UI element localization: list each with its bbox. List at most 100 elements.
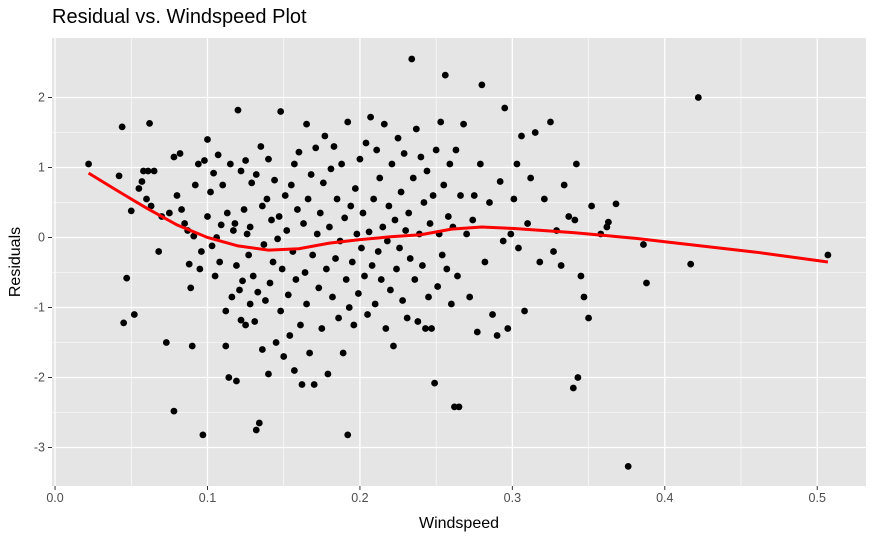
data-point	[358, 244, 365, 252]
y-tick-label: -2	[34, 371, 45, 385]
data-point	[405, 209, 413, 217]
data-point	[271, 176, 278, 184]
data-point	[236, 286, 243, 294]
data-point	[130, 311, 138, 318]
data-point	[319, 179, 327, 187]
data-point	[481, 258, 489, 266]
data-point	[258, 346, 266, 353]
data-point	[188, 342, 196, 350]
data-point	[297, 321, 304, 329]
data-point	[155, 248, 163, 255]
data-point	[258, 202, 266, 210]
data-point	[524, 220, 531, 227]
data-point	[380, 120, 388, 128]
data-point	[201, 157, 208, 164]
data-point	[351, 185, 359, 192]
data-point	[327, 165, 335, 173]
data-point	[501, 104, 509, 112]
data-point	[277, 307, 285, 315]
data-point	[604, 218, 612, 226]
data-point	[275, 213, 283, 220]
data-point	[640, 241, 647, 248]
data-point	[402, 227, 410, 234]
data-point	[457, 192, 464, 199]
data-point	[580, 293, 588, 301]
data-point	[361, 272, 368, 280]
data-point	[324, 370, 332, 378]
data-point	[572, 160, 580, 168]
data-point	[365, 228, 373, 236]
data-point	[170, 153, 178, 161]
data-point	[233, 262, 240, 269]
data-point	[210, 169, 217, 177]
plot-panel	[52, 38, 866, 486]
data-point	[455, 403, 463, 411]
data-point	[268, 216, 275, 224]
data-point	[560, 181, 568, 189]
data-point	[303, 300, 310, 308]
data-point	[123, 274, 131, 282]
data-point	[466, 293, 474, 301]
data-point	[434, 283, 442, 290]
data-point	[394, 134, 402, 142]
data-point	[344, 431, 352, 439]
data-point	[387, 286, 394, 294]
data-point	[390, 342, 397, 350]
data-point	[612, 200, 620, 208]
data-point	[414, 318, 422, 325]
data-point	[585, 314, 592, 322]
data-point	[347, 202, 355, 210]
data-point	[196, 265, 204, 273]
data-point	[332, 255, 339, 262]
data-point	[266, 279, 274, 287]
data-point	[574, 374, 582, 381]
data-point	[419, 262, 426, 269]
data-point	[339, 349, 347, 357]
data-point	[470, 192, 478, 199]
data-point	[374, 248, 382, 255]
data-point	[409, 174, 417, 182]
data-point	[382, 325, 390, 332]
data-point	[493, 332, 501, 339]
data-point	[367, 113, 374, 121]
data-point	[377, 276, 385, 283]
data-point	[204, 136, 211, 143]
data-point	[417, 153, 425, 161]
data-point	[280, 353, 288, 360]
data-point	[315, 284, 323, 292]
data-point	[521, 307, 528, 315]
data-point	[143, 195, 150, 203]
data-point	[265, 155, 272, 163]
data-point	[478, 81, 486, 89]
data-point	[85, 160, 92, 168]
x-tick-label: 0.5	[809, 491, 826, 505]
data-point	[190, 232, 198, 240]
data-point	[240, 206, 248, 213]
data-point	[335, 314, 342, 322]
data-point	[231, 220, 239, 227]
data-point	[204, 213, 211, 220]
data-point	[425, 293, 432, 301]
data-point	[379, 223, 387, 231]
data-point	[118, 123, 126, 131]
data-point	[260, 241, 268, 248]
data-point	[272, 339, 280, 346]
data-point	[146, 120, 153, 127]
data-point	[350, 321, 358, 329]
data-point	[454, 272, 461, 280]
data-point	[507, 230, 515, 238]
data-point	[385, 202, 393, 210]
data-point	[115, 172, 123, 180]
data-point	[185, 260, 193, 268]
x-axis-ticks: 0.0 0.1 0.2 0.3 0.4 0.5	[46, 486, 826, 505]
data-point	[368, 262, 376, 269]
data-point	[406, 255, 414, 262]
data-point	[257, 143, 265, 150]
data-point	[397, 188, 405, 196]
data-point	[624, 463, 632, 470]
data-point	[318, 325, 326, 332]
data-point	[208, 242, 216, 250]
data-point	[223, 209, 231, 217]
data-point	[246, 223, 254, 231]
